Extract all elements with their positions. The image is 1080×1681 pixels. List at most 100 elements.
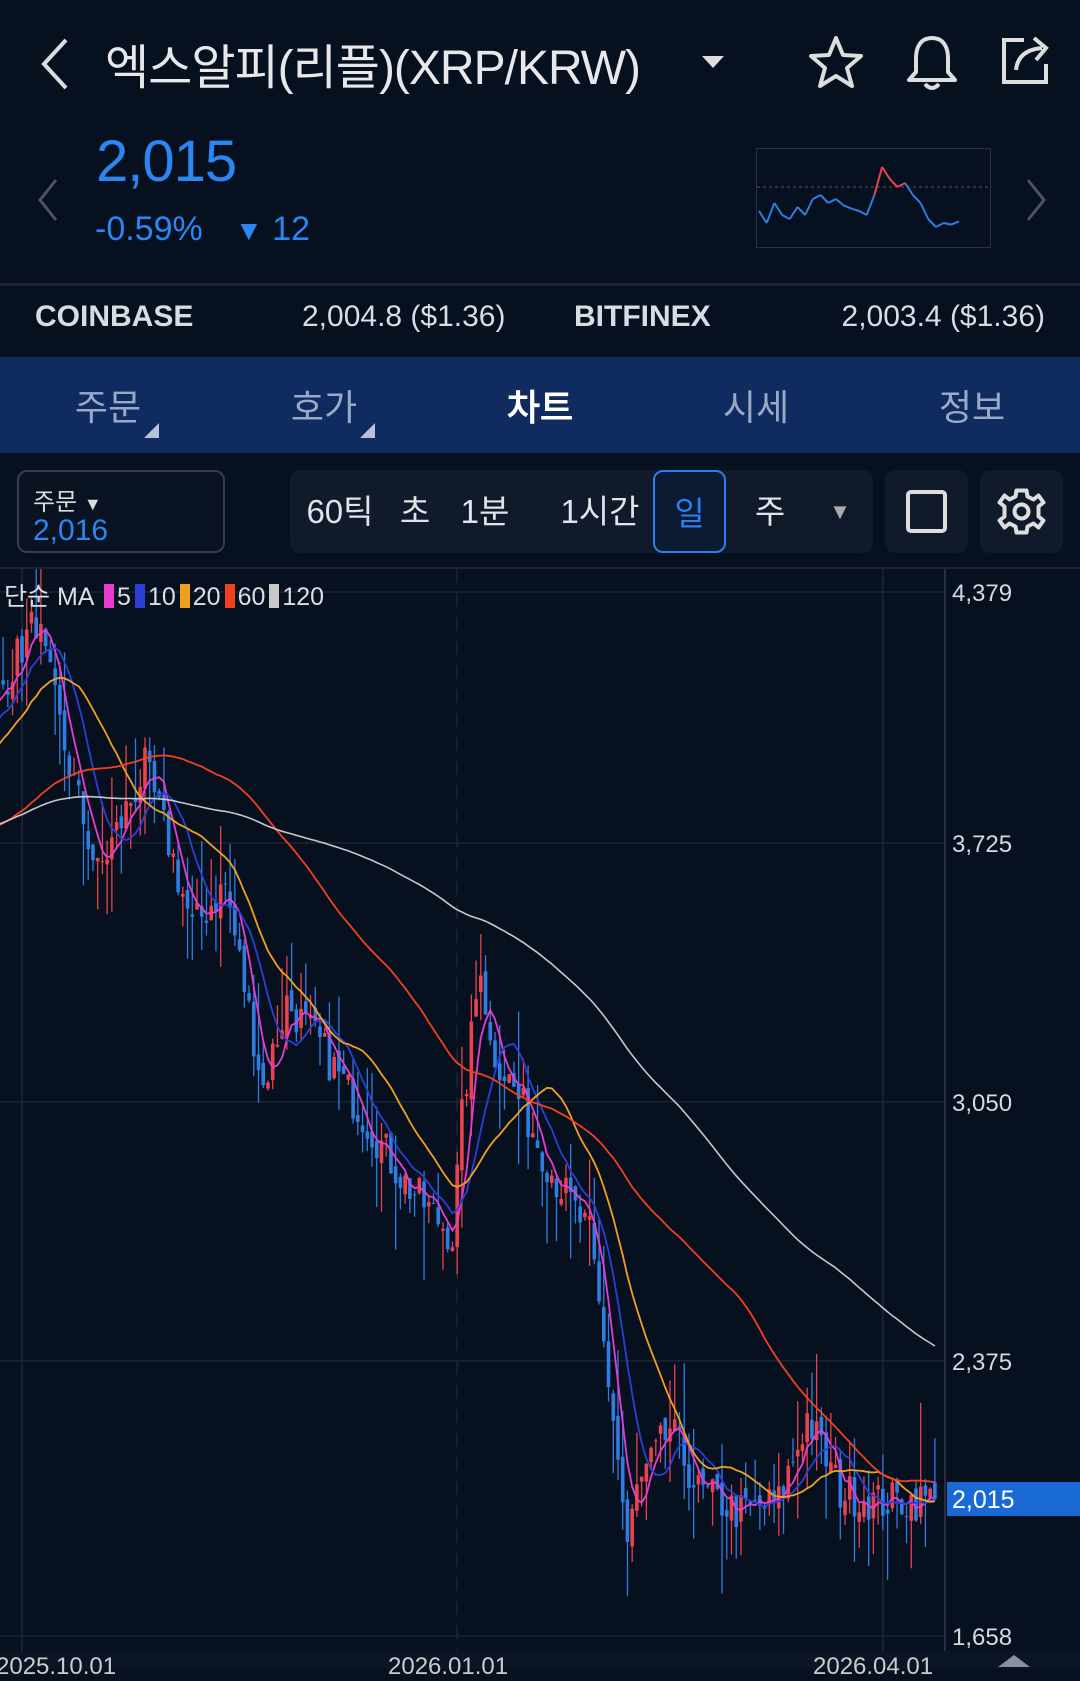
tab-chart[interactable]: 차트	[440, 379, 640, 431]
candle	[228, 844, 232, 933]
candle	[6, 680, 10, 707]
candle	[243, 940, 247, 1008]
legend-swatch	[104, 584, 114, 608]
candle	[635, 1433, 639, 1517]
order-label: 주문 ▼	[33, 482, 102, 517]
candle	[465, 1089, 469, 1106]
date-axis: 2025.10.01 2026.01.01 2026.04.01	[0, 1651, 1080, 1669]
candle	[247, 985, 251, 1003]
candle	[796, 1401, 800, 1518]
favorite-button[interactable]	[808, 34, 864, 95]
candle	[881, 1455, 885, 1531]
legend-label: 10	[148, 583, 176, 611]
tab-orderbook[interactable]: 호가	[224, 379, 424, 431]
prev-coin-button[interactable]	[36, 178, 60, 227]
tab-market[interactable]: 시세	[656, 379, 856, 431]
interval-1min[interactable]: 1분	[440, 470, 530, 553]
y-tick-label: 3,725	[952, 831, 1012, 858]
candle	[214, 876, 218, 952]
scroll-up-icon[interactable]	[998, 1655, 1030, 1667]
candle	[749, 1500, 753, 1516]
tab-orderbook-menu-indicator	[360, 423, 375, 438]
sparkline-segment	[782, 215, 790, 219]
tab-info[interactable]: 정보	[872, 379, 1072, 431]
order-value: 2,016	[33, 514, 108, 548]
chevron-down-icon: ▼	[84, 494, 102, 514]
page-title[interactable]: 엑스알피(리플)(XRP/KRW)	[105, 28, 640, 98]
candle	[517, 1011, 521, 1164]
order-price-selector[interactable]: 주문 ▼ 2,016	[17, 470, 225, 553]
title-dropdown-icon[interactable]	[702, 56, 724, 68]
candle	[441, 1222, 445, 1270]
candle	[659, 1422, 663, 1462]
sparkline-segment	[836, 199, 844, 205]
candle	[209, 859, 213, 921]
candle	[427, 1196, 431, 1223]
candle	[290, 943, 294, 1011]
candle	[626, 1490, 630, 1596]
x-tick-label: 2026.04.01	[813, 1653, 933, 1681]
back-button[interactable]	[36, 36, 76, 92]
candle	[824, 1416, 828, 1519]
sparkline-segment	[797, 207, 805, 215]
candle	[399, 1173, 403, 1209]
x-tick-label: 2026.01.01	[388, 1653, 508, 1681]
chart-settings-button[interactable]	[980, 470, 1063, 553]
sparkline-chart[interactable]	[756, 148, 991, 248]
legend-label: 20	[193, 583, 221, 611]
share-button[interactable]	[998, 32, 1054, 93]
current-price-label: 2,015	[952, 1486, 1015, 1514]
interval-1hour[interactable]: 1시간	[558, 470, 642, 553]
interval-week[interactable]: 주	[730, 470, 810, 553]
candle	[205, 886, 209, 936]
candle	[91, 844, 95, 872]
candle	[857, 1504, 861, 1548]
sparkline-segment	[821, 195, 829, 203]
sparkline-segment	[851, 209, 859, 211]
alert-button[interactable]	[904, 32, 960, 97]
chevron-right-icon	[1024, 178, 1048, 222]
change-amount: ▼ 12	[235, 210, 310, 249]
candle	[484, 955, 488, 1015]
candle	[782, 1484, 786, 1534]
tab-order[interactable]: 주문	[8, 379, 208, 431]
candle	[413, 1191, 417, 1217]
candle	[403, 1173, 407, 1204]
candle	[347, 1074, 351, 1085]
candle	[148, 738, 152, 806]
candle	[909, 1495, 913, 1569]
candle	[394, 1135, 398, 1249]
exchange-name-bitfinex: BITFINEX	[574, 300, 711, 334]
next-coin-button[interactable]	[1024, 178, 1048, 227]
sparkline-segment	[882, 167, 890, 179]
bell-icon	[904, 32, 960, 92]
candle	[872, 1482, 876, 1554]
candle	[867, 1470, 871, 1566]
sparkline-segment	[828, 199, 836, 203]
candle	[219, 826, 223, 967]
sparkline-segment	[897, 183, 905, 187]
candle	[436, 1173, 440, 1227]
sparkline-segment	[905, 183, 913, 195]
candle	[25, 599, 29, 707]
share-icon	[998, 32, 1054, 88]
layout-toggle-button[interactable]	[885, 470, 968, 553]
exchange-price-bitfinex: 2,003.4 ($1.36)	[842, 300, 1045, 334]
candle	[356, 1072, 360, 1135]
sparkline-segment	[944, 223, 952, 225]
candle	[488, 1001, 492, 1046]
candle	[280, 968, 284, 1039]
interval-more-dropdown-icon[interactable]: ▼	[810, 470, 870, 553]
candle	[853, 1438, 857, 1562]
interval-day[interactable]: 일	[653, 470, 726, 553]
candle	[673, 1364, 677, 1431]
exchange-name-coinbase: COINBASE	[35, 300, 193, 334]
sparkline-segment	[844, 205, 852, 208]
current-price: 2,015	[96, 128, 236, 195]
tab-order-menu-indicator	[144, 423, 159, 438]
sparkline-segment	[928, 219, 936, 227]
sparkline-segment	[890, 179, 898, 187]
interval-selector: 60틱 초 1분 1시간 일 주 ▼	[290, 470, 873, 553]
